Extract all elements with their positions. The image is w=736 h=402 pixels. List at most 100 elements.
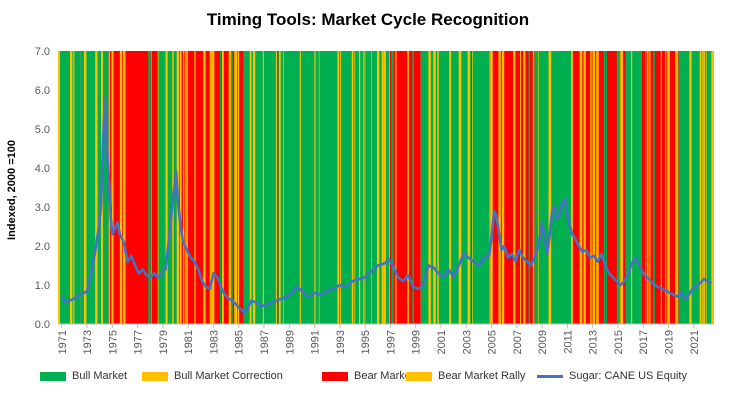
regime-stripe bbox=[391, 51, 394, 324]
regime-stripe bbox=[583, 51, 586, 324]
regime-stripe bbox=[646, 51, 649, 324]
regime-stripe bbox=[702, 51, 704, 324]
regime-stripe bbox=[437, 51, 439, 324]
regime-stripe bbox=[471, 51, 472, 324]
legend-item-line: Sugar: CANE US Equity bbox=[537, 370, 687, 382]
legend-item-bull: Bull Market bbox=[40, 370, 127, 382]
regime-stripe bbox=[282, 51, 284, 324]
regime-stripe bbox=[706, 51, 707, 324]
regime-stripe bbox=[277, 51, 279, 324]
legend: Bull Market Bull Market Correction Bear Ma… bbox=[40, 370, 730, 386]
x-tick-label: 1979 bbox=[158, 330, 170, 354]
regime-stripe bbox=[73, 51, 75, 324]
regime-stripe bbox=[490, 51, 493, 324]
x-tick-label: 2015 bbox=[613, 330, 625, 354]
series-line-layer bbox=[60, 96, 713, 314]
regime-stripe bbox=[389, 51, 390, 324]
regime-stripe bbox=[337, 51, 340, 324]
x-tick-label: 1973 bbox=[82, 330, 94, 354]
regime-stripe bbox=[209, 51, 212, 324]
regime-stripe bbox=[498, 51, 501, 324]
regime-stripe bbox=[699, 51, 702, 324]
axes: 0.0 1.0 2.0 3.0 4.0 5.0 6.0 7.0 1971 1973 1975 1977… bbox=[35, 46, 714, 354]
regime-stripe bbox=[179, 51, 182, 324]
legend-swatch bbox=[142, 371, 168, 381]
regime-stripe bbox=[69, 51, 73, 324]
x-tick-label: 1987 bbox=[259, 330, 271, 354]
legend-item-bear_rally: Bear Market Rally bbox=[406, 370, 525, 382]
regime-stripe bbox=[523, 51, 526, 324]
regime-stripe bbox=[354, 51, 356, 324]
regime-bear bbox=[571, 51, 626, 324]
regime-stripe bbox=[340, 51, 341, 324]
regime-stripe bbox=[252, 51, 256, 324]
regime-stripe bbox=[151, 51, 152, 324]
x-tick-label: 1977 bbox=[133, 330, 145, 354]
y-tick-label: 5.0 bbox=[35, 124, 50, 136]
regime-stripe bbox=[665, 51, 667, 324]
regime-stripe bbox=[314, 51, 316, 324]
regime-stripe bbox=[660, 51, 662, 324]
x-tick-label: 2017 bbox=[638, 330, 650, 354]
chart-title: Timing Tools: Market Cycle Recognition bbox=[206, 10, 530, 29]
regime-band bbox=[678, 51, 714, 324]
regime-stripe bbox=[631, 51, 633, 324]
legend-item-bear: Bear Market bbox=[322, 370, 414, 382]
regime-band bbox=[389, 51, 421, 324]
x-tick-label: 1993 bbox=[335, 330, 347, 354]
regime-stripe bbox=[119, 51, 122, 324]
regime-stripe bbox=[667, 51, 670, 324]
regime-stripe bbox=[371, 51, 373, 324]
x-tick-label: 1985 bbox=[234, 330, 246, 354]
regime-stripe bbox=[279, 51, 281, 324]
regime-stripe bbox=[148, 51, 151, 324]
regime-bear bbox=[119, 51, 158, 324]
x-tick-label: 2001 bbox=[436, 330, 448, 354]
regime-stripe bbox=[433, 51, 436, 324]
regime-stripe bbox=[83, 51, 87, 324]
regime-stripe bbox=[467, 51, 471, 324]
regime-band bbox=[119, 51, 158, 324]
regime-bear bbox=[176, 51, 244, 324]
y-tick-label: 7.0 bbox=[35, 46, 50, 58]
regime-stripe bbox=[532, 51, 535, 324]
regime-stripe bbox=[122, 51, 126, 324]
regime-stripe bbox=[351, 51, 354, 324]
legend-swatch bbox=[537, 374, 563, 378]
regime-stripe bbox=[592, 51, 596, 324]
regime-stripe bbox=[231, 51, 233, 324]
legend-label: Sugar: CANE US Equity bbox=[569, 370, 687, 382]
regime-bull bbox=[420, 51, 491, 324]
regime-stripe bbox=[262, 51, 264, 324]
regime-stripe bbox=[318, 51, 320, 324]
legend-swatch bbox=[40, 371, 66, 381]
regime-stripe bbox=[95, 51, 98, 324]
regime-stripe bbox=[183, 51, 185, 324]
regime-stripe bbox=[472, 51, 474, 324]
x-tick-label: 1983 bbox=[208, 330, 220, 354]
regime-stripe bbox=[234, 51, 237, 324]
regime-stripe bbox=[219, 51, 222, 324]
regime-stripe bbox=[110, 51, 112, 324]
x-tick-label: 2013 bbox=[588, 330, 600, 354]
x-tick-label: 2007 bbox=[512, 330, 524, 354]
legend-label: Bear Market Rally bbox=[438, 370, 526, 382]
regime-stripe bbox=[590, 51, 592, 324]
regime-stripe bbox=[501, 51, 505, 324]
regime-band bbox=[625, 51, 642, 324]
regime-stripe bbox=[458, 51, 462, 324]
regime-stripe bbox=[579, 51, 583, 324]
x-tick-label: 2019 bbox=[663, 330, 675, 354]
regime-stripe bbox=[653, 51, 655, 324]
y-tick-label: 4.0 bbox=[35, 163, 50, 175]
x-tick-label: 1997 bbox=[385, 330, 397, 354]
regime-stripe bbox=[649, 51, 651, 324]
regime-stripe bbox=[428, 51, 431, 324]
regime-band bbox=[282, 51, 390, 324]
regime-bull bbox=[625, 51, 642, 324]
regime-stripe bbox=[165, 51, 168, 324]
regime-bull bbox=[534, 51, 572, 324]
legend-swatch bbox=[406, 371, 432, 381]
regime-band bbox=[534, 51, 572, 324]
